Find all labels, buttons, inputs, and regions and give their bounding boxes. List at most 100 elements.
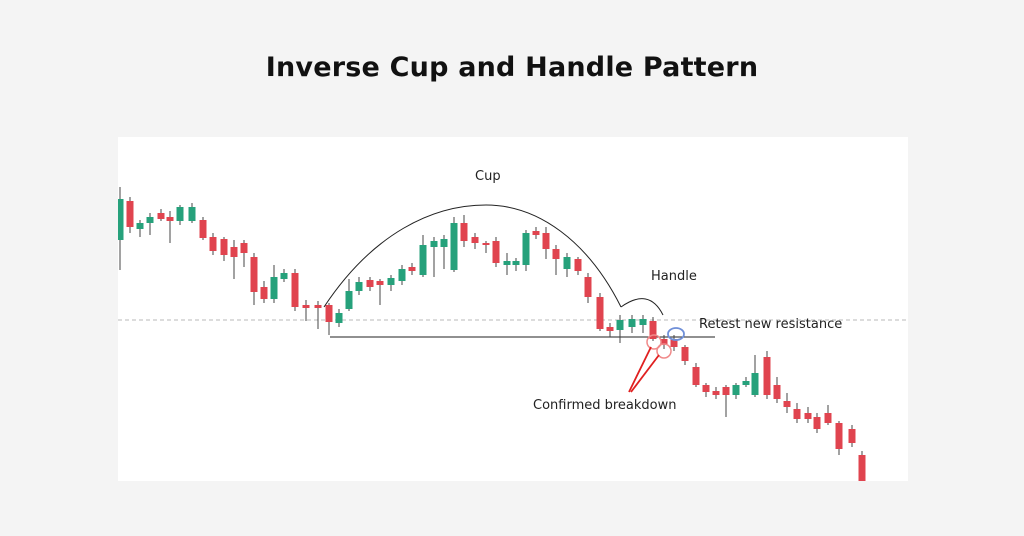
candlestick	[722, 385, 730, 417]
candle-body	[430, 241, 438, 247]
candle-body	[482, 243, 490, 245]
candle-body	[649, 321, 657, 339]
candlestick	[670, 335, 678, 351]
candlestick	[209, 233, 217, 255]
candlestick	[166, 211, 174, 243]
candlestick	[408, 263, 416, 275]
candlestick	[824, 405, 832, 425]
candle-body	[835, 423, 843, 449]
breakdown-arrow	[628, 346, 652, 393]
handle-curve	[620, 298, 664, 316]
candle-body	[742, 381, 750, 385]
candle-body	[314, 305, 322, 308]
candlestick	[742, 377, 750, 387]
candlestick	[574, 257, 582, 275]
candlestick	[482, 241, 490, 253]
candle-body	[858, 455, 866, 481]
candle-body	[492, 241, 500, 263]
candle-body	[793, 409, 801, 419]
candlestick	[503, 253, 511, 275]
candle-body	[220, 239, 228, 255]
handle-label: Handle	[651, 269, 697, 284]
candle-body	[552, 249, 560, 259]
breakdown-circle	[656, 343, 672, 359]
candlestick	[596, 293, 604, 331]
candlestick	[606, 323, 614, 337]
candlestick	[430, 237, 438, 277]
candle-body	[325, 305, 333, 322]
candlestick	[804, 407, 812, 423]
candle-body	[681, 347, 689, 361]
candlestick	[552, 245, 560, 275]
candlestick	[649, 317, 657, 341]
candle-body	[146, 217, 154, 223]
candlestick	[250, 253, 258, 305]
candle-body	[188, 207, 196, 221]
candle-body	[126, 201, 134, 227]
candle-body	[628, 319, 636, 327]
candle-body	[345, 291, 353, 309]
candlestick	[387, 275, 395, 291]
candle-body	[199, 220, 207, 238]
candle-body	[250, 257, 258, 292]
candle-body	[260, 287, 268, 299]
cup-label: Cup	[475, 169, 501, 184]
breakdown-arrow	[630, 354, 660, 393]
candle-body	[302, 305, 310, 308]
candle-body	[376, 281, 384, 285]
candlestick	[512, 258, 520, 271]
candlestick	[692, 363, 700, 387]
candlestick	[763, 351, 771, 399]
candle-body	[398, 269, 406, 281]
candle-body	[387, 278, 395, 285]
candlestick	[157, 209, 165, 221]
candlestick	[628, 315, 636, 333]
candlestick	[398, 265, 406, 285]
candlestick	[188, 203, 196, 223]
chart-panel: Cup Handle Retest new resistance Confirm…	[118, 137, 908, 481]
candlestick	[136, 220, 144, 237]
candle-body	[512, 261, 520, 265]
retest-circle	[667, 327, 685, 341]
breakdown-label: Confirmed breakdown	[533, 398, 677, 413]
candle-body	[240, 243, 248, 253]
candle-body	[366, 280, 374, 287]
candle-body	[596, 297, 604, 329]
candle-body	[574, 259, 582, 271]
candle-body	[804, 413, 812, 419]
candle-body	[660, 339, 668, 345]
candlestick	[345, 279, 353, 311]
candlestick	[260, 281, 268, 303]
candle-body	[773, 385, 781, 399]
candlestick	[419, 235, 427, 277]
candlestick	[492, 237, 500, 267]
candle-body	[136, 223, 144, 229]
candlestick	[639, 315, 647, 333]
candle-body	[702, 385, 710, 392]
candlestick	[471, 233, 479, 249]
candlestick	[291, 269, 299, 311]
candle-body	[166, 217, 174, 221]
candlestick	[848, 425, 856, 447]
candlestick	[773, 377, 781, 403]
candle-body	[584, 277, 592, 297]
candle-body	[722, 387, 730, 395]
candlestick	[793, 403, 801, 423]
candlestick	[813, 413, 821, 433]
candlestick	[325, 303, 333, 335]
candle-body	[118, 199, 124, 240]
candlestick	[314, 301, 322, 329]
candle-body	[824, 413, 832, 423]
candlestick	[681, 345, 689, 365]
candle-body	[563, 257, 571, 269]
candlestick	[712, 387, 720, 399]
candlestick-diagram: Cup Handle Retest new resistance Confirm…	[118, 169, 908, 481]
candle-body	[157, 213, 165, 219]
candlestick	[783, 393, 791, 413]
candlestick	[835, 421, 843, 455]
candle-body	[670, 339, 678, 347]
candle-body	[813, 417, 821, 429]
candle-body	[848, 429, 856, 443]
candlestick	[532, 227, 540, 239]
candle-body	[471, 237, 479, 243]
